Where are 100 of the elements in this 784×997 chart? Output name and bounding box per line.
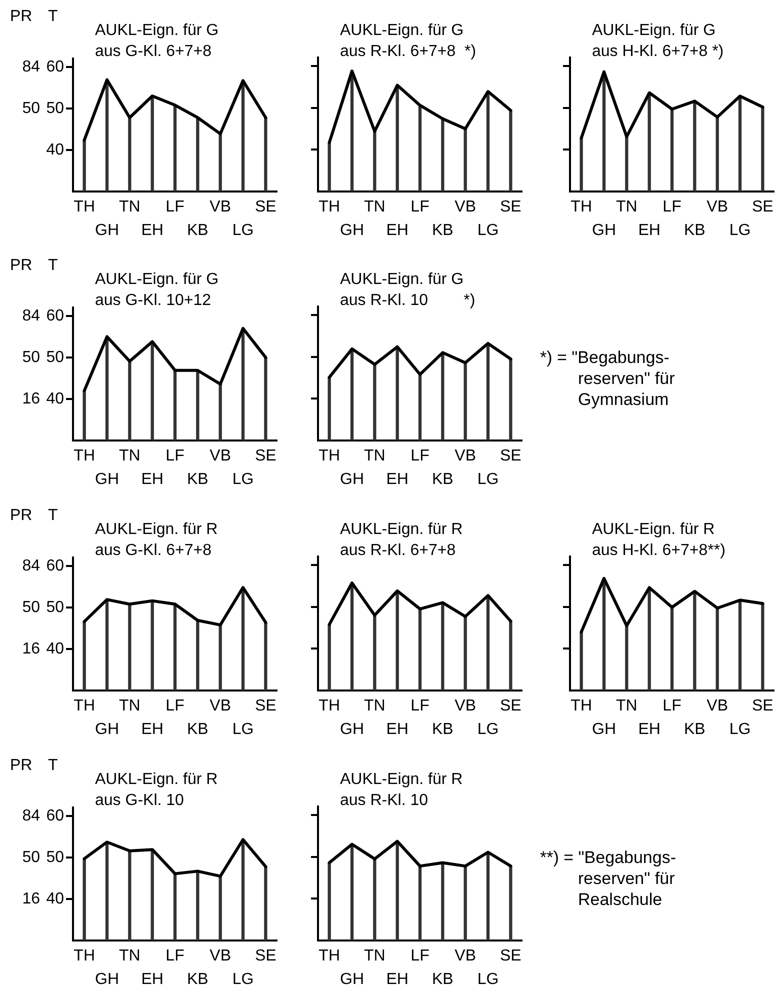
chart-title: AUKL-Eign. für R aus G-Kl. 6+7+8: [95, 520, 218, 561]
bar: [625, 625, 628, 691]
bar: [418, 374, 422, 441]
x-tick-label: TN: [364, 698, 386, 715]
bar: [716, 608, 719, 691]
y-tick-label: 60: [46, 557, 64, 574]
bar: [173, 370, 177, 441]
bar: [264, 866, 268, 941]
x-tick-label: GH: [95, 222, 119, 239]
bar: [128, 360, 132, 441]
bar: [418, 608, 422, 691]
x-tick-label: VB: [210, 448, 232, 465]
x-tick-label: SE: [752, 198, 774, 216]
bar: [328, 624, 331, 691]
x-tick-label: KB: [432, 470, 454, 488]
bar: [670, 108, 674, 192]
bar: [373, 858, 376, 941]
x-tick-label: KB: [432, 970, 454, 988]
x-tick-label: LG: [477, 470, 499, 488]
chart-title: AUKL-Eign. für G aus R-Kl. 6+7+8 *): [340, 21, 476, 62]
y-tick-label: 40: [46, 390, 64, 408]
bar: [441, 862, 444, 941]
bar: [716, 116, 719, 192]
x-tick-label: GH: [340, 470, 364, 488]
x-tick-label: VB: [210, 198, 232, 216]
x-tick-label: LF: [166, 698, 185, 715]
x-tick-label: TH: [74, 698, 95, 715]
y-tick-label: 60: [46, 807, 64, 824]
x-tick-label: TH: [318, 198, 340, 216]
bar: [580, 138, 583, 192]
x-tick-label: LF: [410, 198, 430, 216]
bar: [82, 390, 86, 441]
x-tick-label: VB: [454, 698, 476, 715]
bar: [441, 118, 444, 192]
bar: [264, 357, 268, 441]
chart-title: AUKL-Eign. für G aus H-Kl. 6+7+8 *): [592, 21, 724, 62]
y2-tick-label: 16: [22, 640, 40, 658]
y-tick-label: 50: [46, 348, 64, 366]
chart-title: AUKL-Eign. für G aus G-Kl. 6+7+8: [95, 21, 219, 62]
bar: [241, 839, 245, 941]
x-tick-label: TN: [364, 198, 386, 216]
x-tick-label: LG: [232, 470, 254, 488]
x-tick-label: SE: [500, 448, 522, 465]
x-tick-label: LG: [477, 970, 499, 988]
x-tick-label: TH: [318, 698, 340, 715]
bar: [580, 632, 583, 691]
x-tick-label: VB: [454, 198, 476, 216]
y-axis-title: T: [48, 8, 58, 26]
y2-tick-label: 50: [22, 100, 40, 117]
x-tick-label: LG: [232, 970, 254, 988]
x-tick-label: SE: [500, 948, 522, 965]
x-tick-label: EH: [386, 222, 408, 239]
x-tick-label: KB: [684, 720, 706, 738]
bar: [82, 140, 86, 192]
bar: [464, 616, 467, 691]
x-tick-label: SE: [254, 948, 276, 965]
bar: [373, 130, 376, 192]
bar: [328, 142, 331, 192]
text: *) = "Begabungs-reserven" für Gymnasium: [540, 347, 676, 410]
x-tick-label: LG: [729, 720, 751, 738]
x-tick-label: KB: [186, 470, 208, 488]
y-tick-label: 50: [46, 848, 64, 866]
x-tick-label: LF: [410, 698, 430, 715]
bar: [670, 606, 674, 691]
bar: [196, 370, 200, 441]
x-tick-label: KB: [186, 720, 208, 738]
bar: [441, 602, 444, 691]
bar: [464, 866, 467, 941]
bar: [464, 128, 467, 192]
bar: [150, 849, 154, 941]
y2-tick-label: 84: [22, 807, 40, 824]
chart-title: AUKL-Eign. für R aus H-Kl. 6+7+8**): [592, 520, 726, 561]
chart-title: AUKL-Eign. für G aus G-Kl. 10+12: [95, 270, 219, 311]
x-tick-label: SE: [254, 448, 276, 465]
chart-title: AUKL-Eign. für R aus R-Kl. 10: [340, 770, 463, 811]
x-tick-label: LF: [410, 448, 430, 465]
x-tick-label: VB: [210, 698, 232, 715]
bar: [82, 858, 86, 941]
x-tick-label: GH: [340, 970, 364, 988]
x-tick-label: GH: [340, 720, 364, 738]
x-tick-label: LG: [477, 720, 499, 738]
bar: [396, 841, 399, 941]
bar: [464, 362, 467, 441]
bar: [373, 364, 376, 441]
x-tick-label: TH: [570, 198, 592, 216]
x-tick-label: TH: [74, 198, 95, 216]
x-tick-label: GH: [592, 720, 616, 738]
y2-tick-label: 16: [22, 890, 40, 908]
y2-tick-label: 84: [22, 307, 40, 324]
bar: [264, 117, 268, 192]
bar: [509, 866, 512, 941]
bar: [105, 842, 109, 941]
bar: [218, 624, 222, 691]
x-tick-label: EH: [141, 720, 164, 738]
x-tick-label: KB: [186, 222, 208, 239]
x-tick-label: EH: [141, 222, 164, 239]
bar: [218, 384, 222, 441]
bar: [82, 621, 86, 691]
bar: [173, 604, 177, 691]
bar: [196, 870, 200, 941]
